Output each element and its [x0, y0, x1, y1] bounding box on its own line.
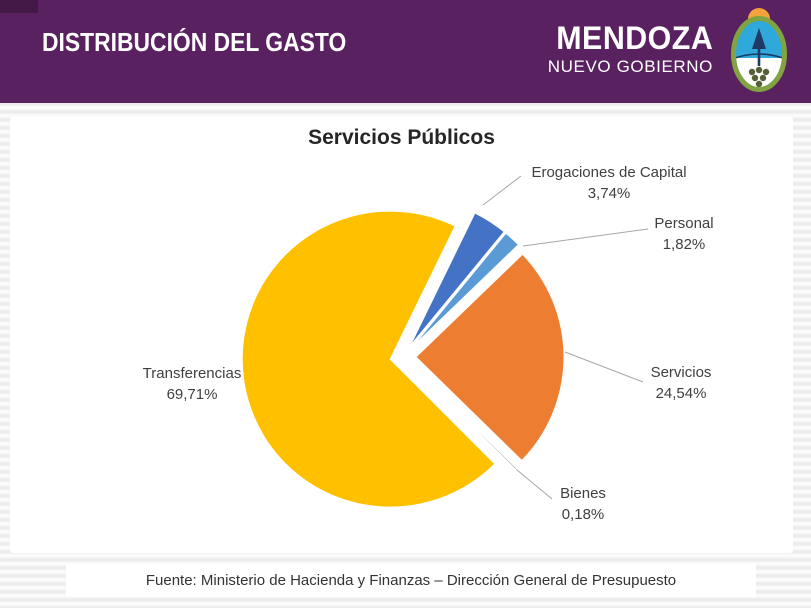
- pie-label-personal: Personal 1,82%: [634, 213, 734, 255]
- slide-title: DISTRIBUCIÓN DEL GASTO: [42, 27, 347, 57]
- mendoza-emblem-icon: [731, 8, 787, 92]
- pie-label-erogaciones-de-capital: Erogaciones de Capital 3,74%: [513, 162, 705, 204]
- brand-block: MENDOZA NUEVO GOBIERNO: [548, 20, 713, 77]
- pie-label-value: 69,71%: [166, 386, 218, 403]
- pie-label-value: 0,18%: [561, 506, 605, 523]
- pie-label-value: 3,74%: [587, 185, 631, 202]
- brand-wordmark: MENDOZA: [555, 20, 713, 56]
- pie-label-servicios: Servicios 24,54%: [630, 362, 732, 404]
- leader-line: [522, 228, 649, 247]
- chart-title: Servicios Públicos: [308, 126, 495, 149]
- leader-line: [564, 351, 644, 383]
- pie-label-transferencias: Transferencias 69,71%: [113, 363, 271, 405]
- pie-label-value: 1,82%: [662, 236, 706, 253]
- pie-label-text: Erogaciones de Capital: [531, 164, 687, 181]
- source-bar: Fuente: Ministerio de Hacienda y Finanza…: [66, 564, 756, 597]
- pie-slice-servicios: [415, 253, 565, 462]
- leader-line: [482, 175, 522, 206]
- leader-line: [516, 469, 553, 500]
- corner-accent: [0, 0, 38, 13]
- header-bar: DISTRIBUCIÓN DEL GASTO MENDOZA NUEVO GOB…: [0, 0, 811, 103]
- pie-label-bienes: Bienes 0,18%: [533, 483, 633, 525]
- source-caption: Fuente: Ministerio de Hacienda y Finanza…: [145, 572, 677, 589]
- pie-label-value: 24,54%: [655, 385, 707, 402]
- pie-slice-transferencias: [241, 210, 496, 508]
- pie-label-text: Personal: [654, 215, 714, 232]
- pie-label-text: Servicios: [650, 364, 712, 381]
- pie-label-text: Bienes: [560, 485, 606, 502]
- brand-subtitle: NUEVO GOBIERNO: [547, 57, 713, 76]
- pie-slice-personal: [411, 232, 520, 348]
- pie-slice-erogaciones-de-capital: [409, 212, 505, 347]
- pie-label-text: Transferencias: [142, 365, 242, 382]
